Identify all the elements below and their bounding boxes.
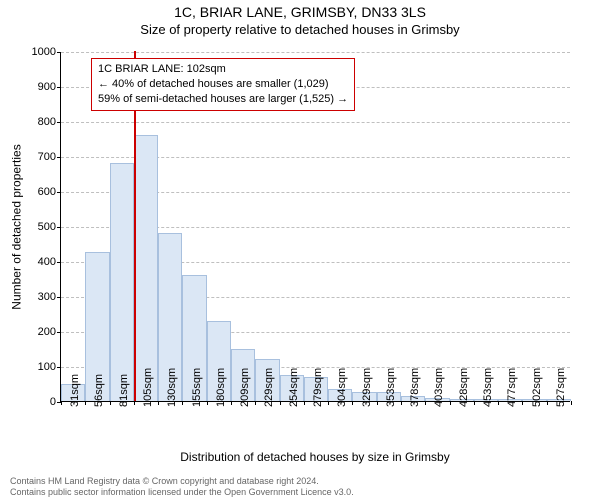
ytick-label: 700	[38, 151, 61, 163]
gridline	[61, 122, 570, 123]
xtick-mark	[61, 401, 62, 405]
plot: 0100200300400500600700800900100031sqm56s…	[60, 52, 570, 402]
gridline	[61, 52, 570, 53]
ytick-label: 300	[38, 291, 61, 303]
xtick-label: 31sqm	[69, 374, 81, 407]
ytick-label: 900	[38, 81, 61, 93]
xtick-label: 229sqm	[263, 368, 275, 407]
ytick-label: 500	[38, 221, 61, 233]
xtick-mark	[401, 401, 402, 405]
xtick-mark	[110, 401, 111, 405]
xtick-mark	[231, 401, 232, 405]
ytick-label: 600	[38, 186, 61, 198]
ytick-label: 800	[38, 116, 61, 128]
y-axis-label: Number of detached properties	[10, 52, 24, 402]
chart-title: 1C, BRIAR LANE, GRIMSBY, DN33 3LS	[0, 0, 600, 20]
callout-line: 59% of semi-detached houses are larger (…	[98, 92, 348, 107]
xtick-mark	[207, 401, 208, 405]
ytick-label: 200	[38, 326, 61, 338]
ytick-label: 0	[50, 396, 61, 408]
xtick-label: 105sqm	[142, 368, 154, 407]
xtick-label: 304sqm	[336, 368, 348, 407]
xtick-mark	[280, 401, 281, 405]
xtick-mark	[182, 401, 183, 405]
xtick-label: 453sqm	[482, 368, 494, 407]
xtick-mark	[158, 401, 159, 405]
xtick-mark	[425, 401, 426, 405]
chart-subtitle: Size of property relative to detached ho…	[0, 20, 600, 37]
xtick-mark	[377, 401, 378, 405]
xtick-mark	[85, 401, 86, 405]
plot-area: 0100200300400500600700800900100031sqm56s…	[60, 52, 570, 402]
ytick-label: 100	[38, 361, 61, 373]
xtick-label: 403sqm	[433, 368, 445, 407]
xtick-label: 527sqm	[555, 368, 567, 407]
xtick-mark	[352, 401, 353, 405]
xtick-mark	[450, 401, 451, 405]
callout-line: 1C BRIAR LANE: 102sqm	[98, 62, 348, 77]
attribution-text: Contains HM Land Registry data © Crown c…	[10, 476, 354, 498]
xtick-mark	[134, 401, 135, 405]
ytick-label: 1000	[32, 46, 61, 58]
xtick-label: 81sqm	[118, 374, 130, 407]
xtick-label: 329sqm	[361, 368, 373, 407]
callout-line: ← 40% of detached houses are smaller (1,…	[98, 77, 348, 92]
attribution-line: Contains HM Land Registry data © Crown c…	[10, 476, 354, 487]
histogram-bar	[110, 163, 134, 401]
xtick-label: 502sqm	[531, 368, 543, 407]
x-axis-label: Distribution of detached houses by size …	[60, 450, 570, 464]
xtick-mark	[547, 401, 548, 405]
callout-box: 1C BRIAR LANE: 102sqm← 40% of detached h…	[91, 58, 355, 111]
xtick-label: 279sqm	[312, 368, 324, 407]
xtick-label: 180sqm	[215, 368, 227, 407]
xtick-mark	[304, 401, 305, 405]
xtick-mark	[328, 401, 329, 405]
ytick-label: 400	[38, 256, 61, 268]
xtick-label: 209sqm	[239, 368, 251, 407]
xtick-label: 353sqm	[385, 368, 397, 407]
xtick-mark	[498, 401, 499, 405]
histogram-bar	[134, 135, 158, 401]
xtick-mark	[571, 401, 572, 405]
chart-container: 1C, BRIAR LANE, GRIMSBY, DN33 3LS Size o…	[0, 0, 600, 500]
xtick-mark	[522, 401, 523, 405]
xtick-label: 378sqm	[409, 368, 421, 407]
attribution-line: Contains public sector information licen…	[10, 487, 354, 498]
xtick-label: 477sqm	[506, 368, 518, 407]
xtick-label: 428sqm	[458, 368, 470, 407]
xtick-label: 155sqm	[191, 368, 203, 407]
xtick-mark	[474, 401, 475, 405]
xtick-label: 254sqm	[288, 368, 300, 407]
xtick-label: 130sqm	[166, 368, 178, 407]
xtick-mark	[255, 401, 256, 405]
xtick-label: 56sqm	[93, 374, 105, 407]
